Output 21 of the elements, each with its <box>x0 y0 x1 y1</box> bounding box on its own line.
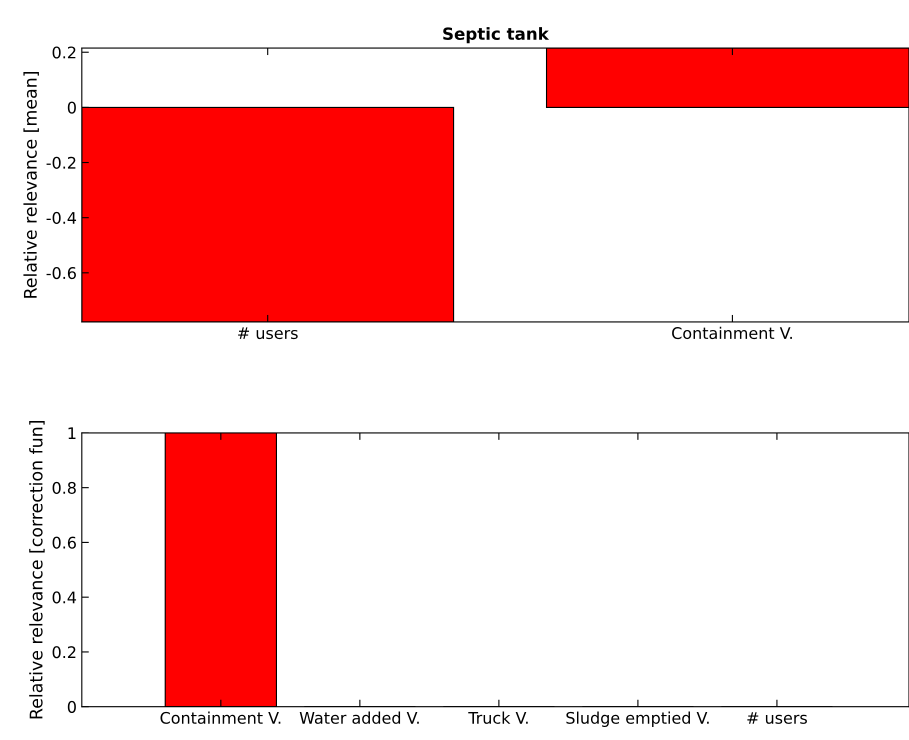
y-tick-label: 0.4 <box>52 591 76 604</box>
y-axis-title: Relative relevance [mean] <box>23 72 39 298</box>
y-tick-label: 0.6 <box>52 536 76 549</box>
y-tick-label: 0.2 <box>52 646 76 658</box>
y-tick-label: 0.2 <box>52 46 76 59</box>
x-tick-label: Sludge emptied V. <box>566 712 709 728</box>
x-tick-label: Containment V. <box>160 712 280 724</box>
x-tick-label: # users <box>238 327 298 340</box>
chart-title: Septic tank <box>443 27 550 44</box>
y-tick-label: -0.4 <box>46 212 76 224</box>
y-tick-label: 0 <box>68 700 76 713</box>
y-tick-label: -0.2 <box>46 156 76 169</box>
x-tick-label: # users <box>747 712 807 724</box>
y-tick-label: 0.8 <box>52 482 76 494</box>
y-axis-title: Relative relevance [correction fun] <box>29 421 45 718</box>
x-tick-label: Containment V. <box>672 326 792 340</box>
y-tick-label: -0.6 <box>46 267 76 280</box>
y-tick-label: 1 <box>68 427 76 439</box>
y-tick-label: 0 <box>68 102 76 114</box>
x-tick-label: Truck V. <box>468 712 528 724</box>
x-tick-label: Water added V. <box>300 712 419 724</box>
